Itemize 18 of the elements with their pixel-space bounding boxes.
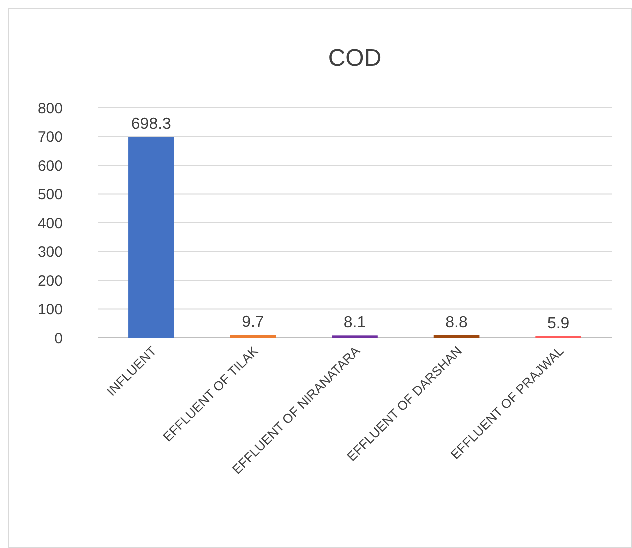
data-label: 5.9	[547, 315, 570, 332]
y-tick-label: 600	[38, 158, 63, 175]
y-tick-label: 0	[54, 330, 63, 348]
y-tick-label: 500	[38, 186, 63, 204]
y-tick-label: 200	[38, 272, 63, 290]
y-tick-label: 100	[38, 302, 63, 318]
y-tick-label: 300	[38, 244, 63, 261]
data-label: 9.7	[242, 314, 264, 332]
bar	[128, 137, 174, 338]
y-tick-label: 400	[38, 215, 63, 232]
y-tick-label: 800	[38, 100, 63, 118]
data-label: 698.3	[131, 116, 172, 134]
bar	[434, 335, 480, 338]
data-label: 8.1	[344, 314, 366, 332]
chart-title: COD	[328, 45, 382, 72]
data-label: 8.8	[446, 314, 468, 332]
y-tick-label: 700	[38, 129, 63, 146]
bar	[230, 335, 276, 338]
